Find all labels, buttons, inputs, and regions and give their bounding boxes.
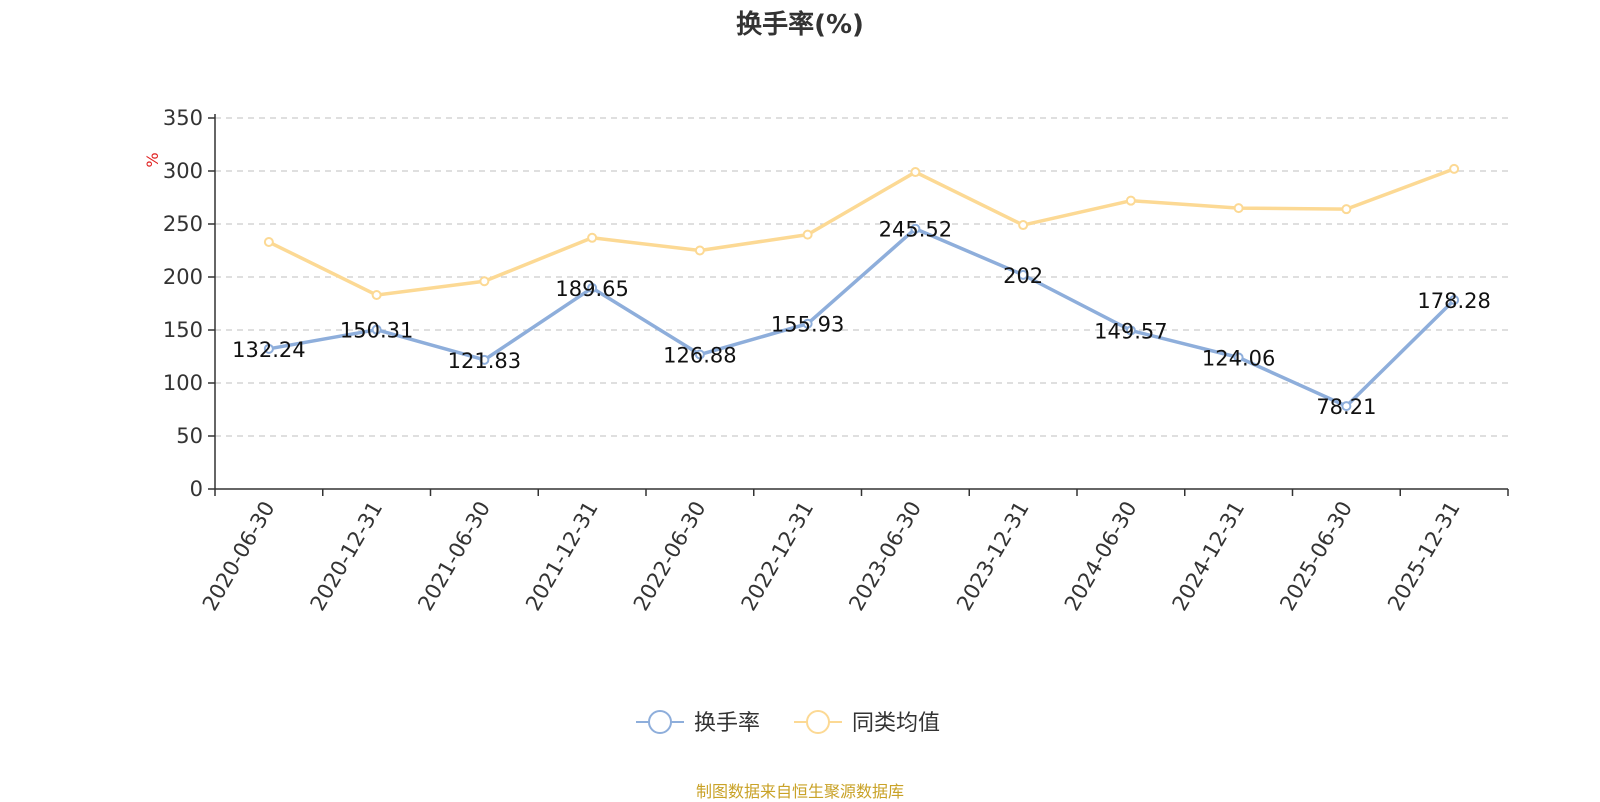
x-tick-label: 2025-12-31 xyxy=(1383,497,1465,615)
legend-item-0[interactable]: 换手率 xyxy=(636,710,760,736)
data-label: 126.88 xyxy=(663,344,736,368)
x-tick-label: 2022-12-31 xyxy=(737,497,819,615)
data-point[interactable] xyxy=(1341,401,1352,412)
data-point[interactable] xyxy=(479,354,490,365)
legend-label: 换手率 xyxy=(694,711,760,736)
y-tick-label: 200 xyxy=(163,265,203,289)
legend-marker-icon xyxy=(806,710,830,734)
data-point[interactable] xyxy=(802,229,813,240)
data-labels: 132.24 150.31 121.83 189.65 126.88 155.93 245.… xyxy=(232,218,1491,419)
x-tick-label: 2023-12-31 xyxy=(952,497,1034,615)
y-tick-label: 250 xyxy=(163,212,203,236)
data-point[interactable] xyxy=(1341,204,1352,215)
data-label: 78.21 xyxy=(1316,395,1376,419)
data-point[interactable] xyxy=(1125,325,1136,336)
series-group xyxy=(263,163,1460,412)
x-tick-label: 2020-12-31 xyxy=(306,497,388,615)
data-point[interactable] xyxy=(1449,295,1460,306)
y-tick-label: 50 xyxy=(176,424,203,448)
data-point[interactable] xyxy=(587,232,598,243)
data-point[interactable] xyxy=(263,237,274,248)
y-tick-label: 100 xyxy=(163,371,203,395)
data-label: 202 xyxy=(1003,264,1043,288)
data-label: 124.06 xyxy=(1202,346,1275,370)
data-point[interactable] xyxy=(694,245,705,256)
data-point[interactable] xyxy=(587,282,598,293)
series-line-1 xyxy=(268,167,1455,297)
data-point[interactable] xyxy=(1233,203,1244,214)
data-point[interactable] xyxy=(1018,220,1029,231)
data-source-note: 制图数据来自恒生聚源数据库 xyxy=(695,782,904,801)
y-axis: 0 50 100 150 200 250 300 350 xyxy=(163,106,216,501)
data-point[interactable] xyxy=(371,290,382,301)
data-point[interactable] xyxy=(802,318,813,329)
legend-item-1[interactable]: 同类均值 xyxy=(794,710,940,736)
data-point[interactable] xyxy=(1018,269,1029,280)
y-tick-label: 0 xyxy=(190,477,203,501)
y-axis-label: % xyxy=(143,152,162,167)
data-label: 150.31 xyxy=(340,319,413,343)
data-point[interactable] xyxy=(694,349,705,360)
x-tick-label: 2024-06-30 xyxy=(1060,497,1142,615)
data-point[interactable] xyxy=(1233,352,1244,363)
data-label: 189.65 xyxy=(555,277,628,301)
x-axis: 2020-06-30 2020-12-31 2021-06-30 2021-12-31… xyxy=(198,488,1509,615)
x-tick-label: 2024-12-31 xyxy=(1168,497,1250,615)
series-line-0 xyxy=(268,226,1456,408)
data-label: 245.52 xyxy=(879,218,952,242)
data-point[interactable] xyxy=(910,223,921,234)
data-point[interactable] xyxy=(479,276,490,287)
data-label: 178.28 xyxy=(1417,289,1490,313)
x-tick-label: 2021-06-30 xyxy=(413,497,495,615)
data-label: 149.57 xyxy=(1094,319,1167,343)
data-point[interactable] xyxy=(1125,195,1136,206)
legend-label: 同类均值 xyxy=(852,711,940,736)
data-label: 132.24 xyxy=(232,338,305,362)
y-tick-label: 150 xyxy=(163,318,203,342)
chart-title: 换手率(%) xyxy=(736,10,864,40)
x-tick-label: 2023-06-30 xyxy=(844,497,926,615)
x-tick-label: 2022-06-30 xyxy=(629,497,711,615)
legend-marker-icon xyxy=(648,710,672,734)
y-tick-label: 350 xyxy=(163,106,203,130)
y-tick-label: 300 xyxy=(163,159,203,183)
data-point[interactable] xyxy=(371,324,382,335)
x-tick-label: 2021-12-31 xyxy=(521,497,603,615)
x-tick-label: 2025-06-30 xyxy=(1275,497,1357,615)
data-point[interactable] xyxy=(1449,163,1460,174)
data-label: 121.83 xyxy=(448,349,521,373)
legend[interactable]: 换手率 同类均值 xyxy=(636,710,940,736)
data-point[interactable] xyxy=(263,343,274,354)
data-point[interactable] xyxy=(910,167,921,178)
x-tick-label: 2020-06-30 xyxy=(198,497,280,615)
data-label: 155.93 xyxy=(771,313,844,337)
